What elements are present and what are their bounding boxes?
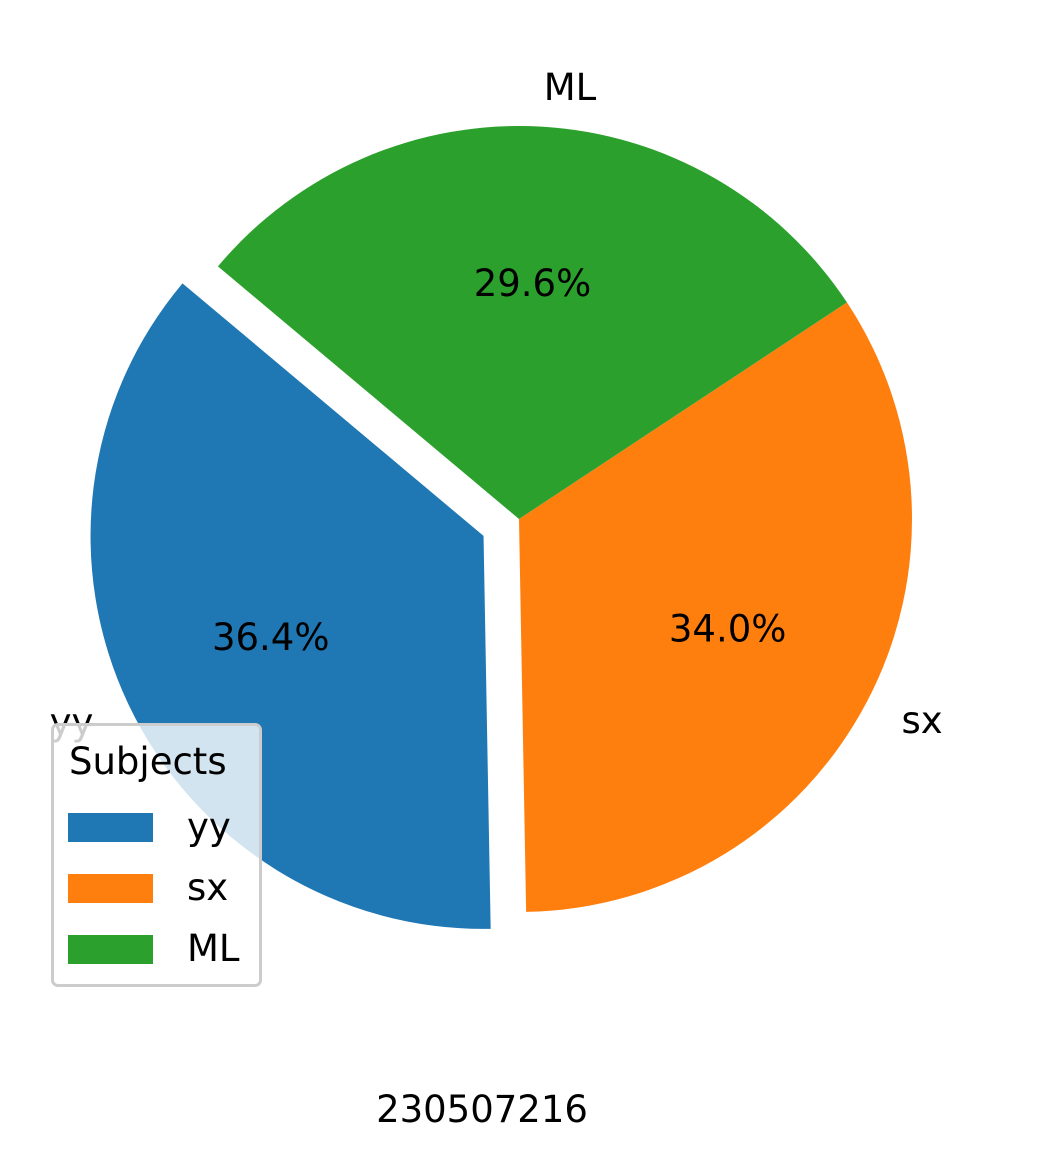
pie-slice-sx — [519, 302, 912, 912]
slice-label-ml: ML — [544, 66, 597, 109]
legend-label-ml: ML — [187, 927, 240, 970]
legend-label-sx: sx — [187, 866, 229, 909]
legend-swatch-sx — [68, 874, 153, 903]
pie-slice-ml — [217, 125, 847, 519]
chart-caption: 230507216 — [376, 1088, 588, 1131]
percent-label-sx: 34.0% — [669, 607, 787, 650]
percent-label-ml: 29.6% — [474, 262, 592, 305]
percent-label-yy: 36.4% — [212, 616, 330, 659]
legend: Subjects yy sx ML — [51, 723, 262, 987]
legend-swatch-yy — [68, 813, 153, 842]
legend-title: Subjects — [69, 740, 227, 783]
legend-entry-yy: yy — [68, 805, 258, 849]
legend-entry-ml: ML — [68, 927, 258, 971]
legend-swatch-ml — [68, 935, 153, 964]
slice-label-sx: sx — [902, 699, 943, 742]
legend-label-yy: yy — [187, 805, 231, 848]
legend-entry-sx: sx — [68, 866, 258, 910]
